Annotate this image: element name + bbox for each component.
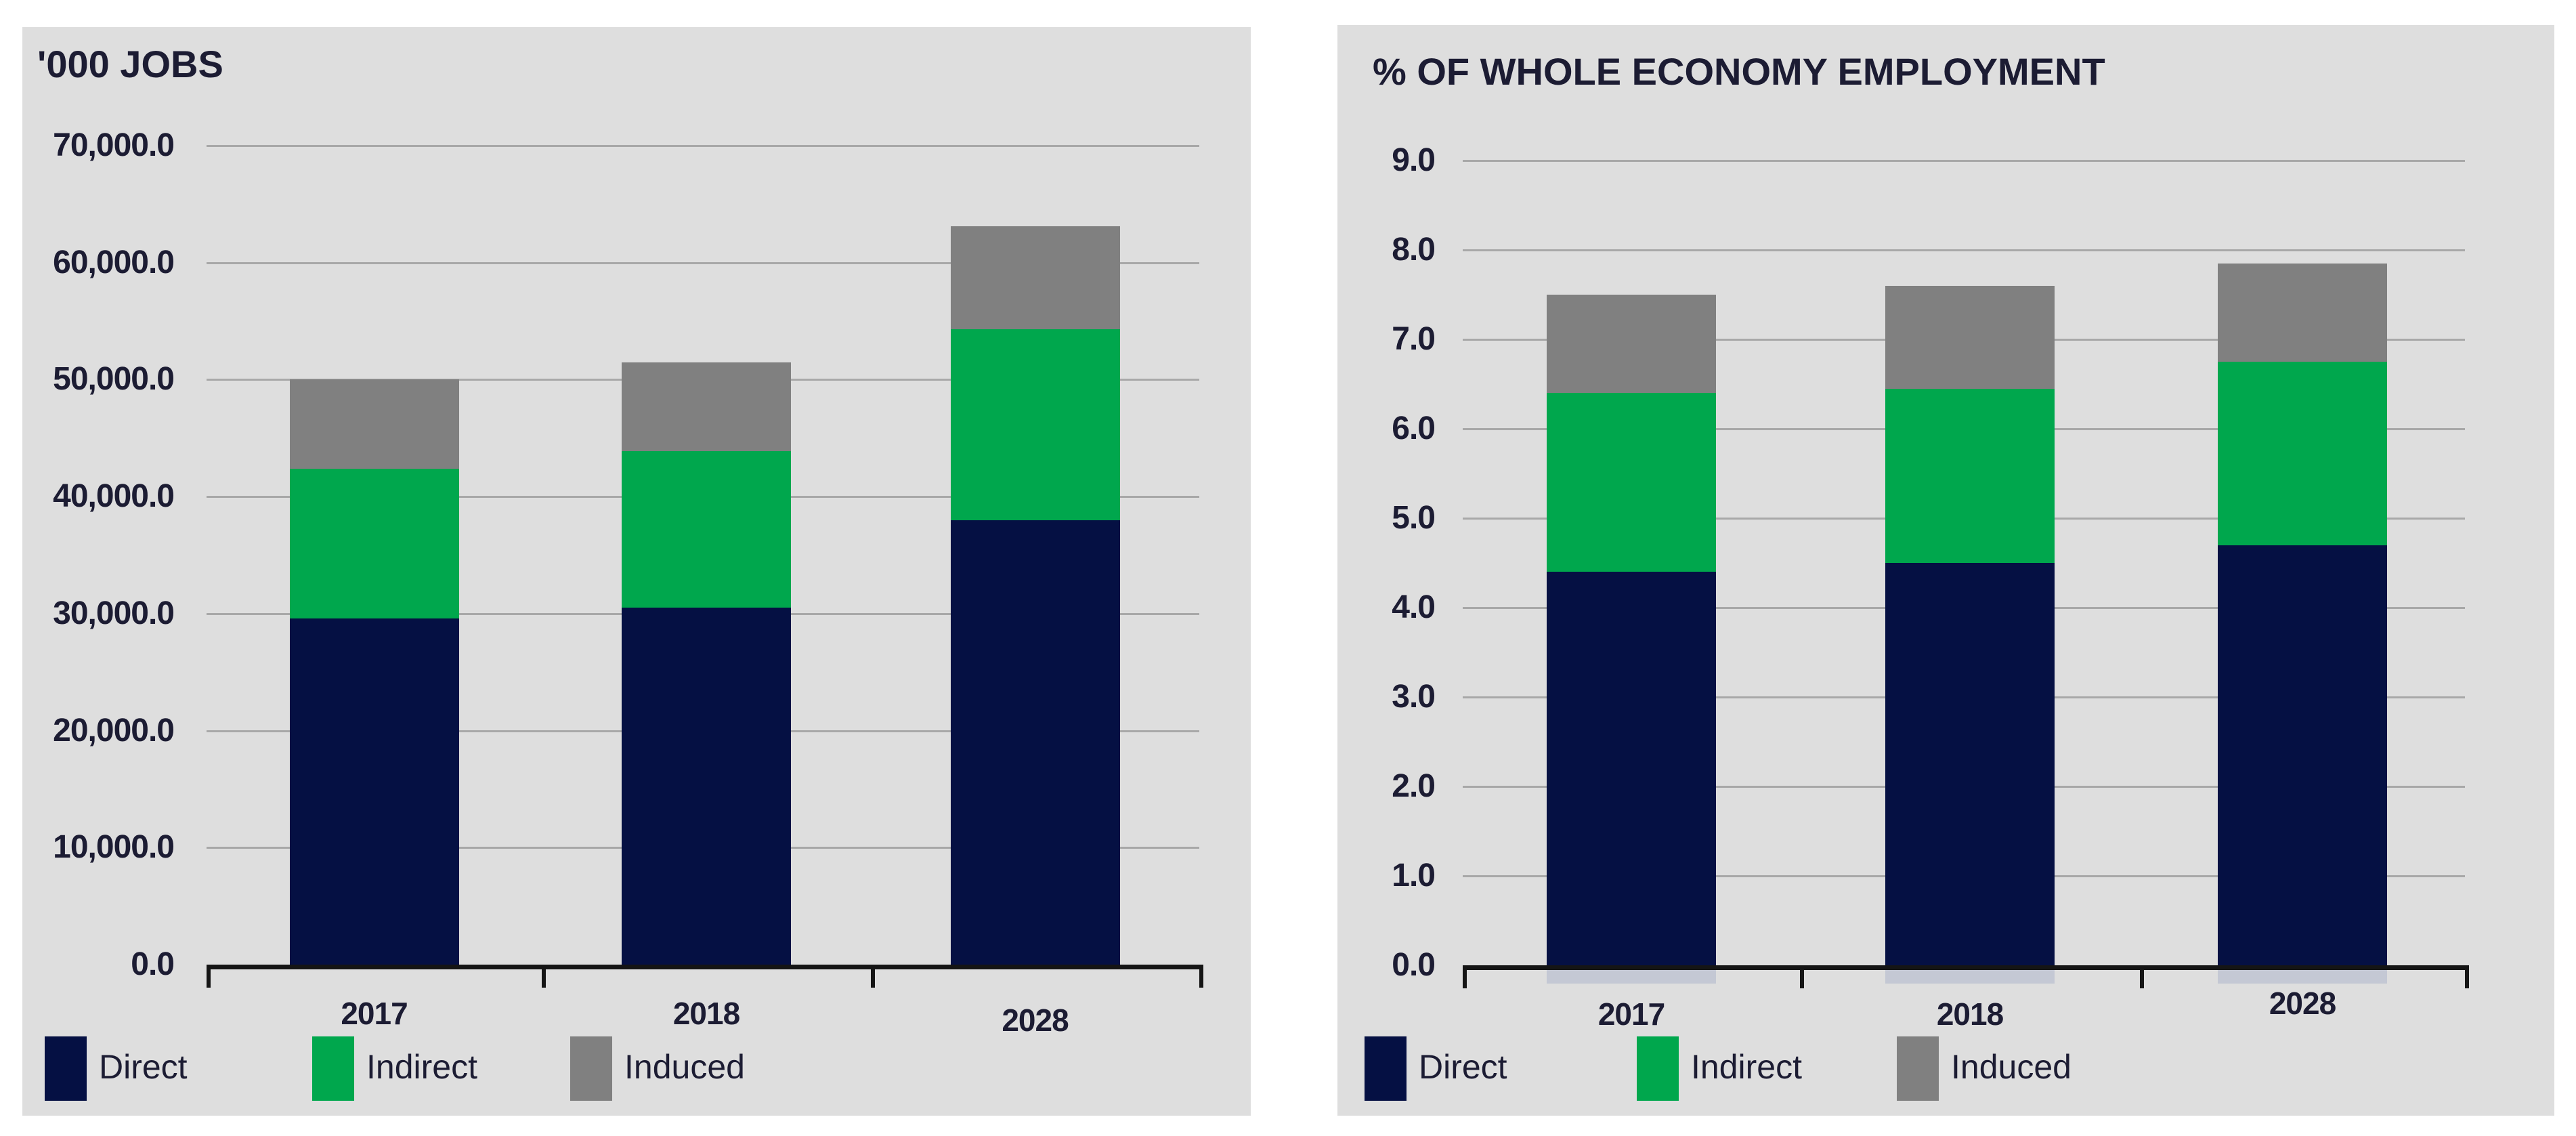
jobs-y-axis-label: 20,000.0 [53, 712, 175, 749]
share-x-axis-tick [1800, 965, 1804, 988]
jobs-y-axis-label: 40,000.0 [53, 478, 175, 515]
jobs-bar-segment-direct-2018 [622, 608, 791, 965]
share-x-axis-label-2018: 2018 [1936, 996, 2004, 1032]
jobs-legend-swatch-indirect [312, 1036, 354, 1101]
jobs-bar-segment-indirect-2017 [289, 468, 459, 618]
share-y-axis-label: 3.0 [1392, 679, 1436, 715]
jobs-x-axis-tick [207, 965, 211, 988]
jobs-x-axis-label-2018: 2018 [672, 996, 740, 1031]
jobs-chart-panel: '000 JOBS 70,000.0 60,000.0 50,000.0 40,000… [22, 27, 1251, 1116]
share-x-axis-label-2028: 2028 [2269, 986, 2336, 1021]
jobs-x-axis-line [207, 965, 1203, 969]
share-chart-panel: % OF WHOLE ECONOMY EMPLOYMENT 9.0 8.0 7.0 6… [1337, 25, 2554, 1116]
share-chart-title: % OF WHOLE ECONOMY EMPLOYMENT [1373, 50, 2105, 93]
share-bar-segment-induced-2017 [1547, 295, 1716, 394]
jobs-gridline-70,000.0 [207, 145, 1199, 147]
share-y-axis-label: 7.0 [1392, 321, 1436, 357]
share-y-axis-label: 6.0 [1392, 411, 1436, 446]
share-legend-swatch-direct [1365, 1036, 1407, 1101]
jobs-y-axis-label: 0.0 [131, 946, 175, 982]
share-bar-segment-indirect-2018 [1885, 388, 2055, 563]
share-gridline-9.0 [1463, 160, 2465, 162]
jobs-gridline-60,000.0 [207, 261, 1199, 264]
jobs-bar-segment-induced-2018 [622, 362, 791, 451]
share-bar-segment-induced-2018 [1885, 285, 2055, 389]
jobs-y-axis-label: 60,000.0 [53, 244, 175, 280]
jobs-y-axis-label: 10,000.0 [53, 829, 175, 866]
jobs-x-axis-label-2028: 2028 [1002, 1003, 1069, 1038]
share-legend-swatch-indirect [1637, 1036, 1679, 1101]
share-legend-label-indirect: Indirect [1691, 1048, 1802, 1086]
share-x-axis-line [1463, 965, 2469, 970]
jobs-bar-segment-induced-2017 [289, 379, 459, 469]
share-y-axis-label: 9.0 [1392, 142, 1436, 178]
share-bar-segment-direct-2017 [1547, 572, 1716, 965]
share-legend-label-direct: Direct [1419, 1048, 1507, 1086]
jobs-bar-segment-induced-2028 [950, 226, 1120, 330]
jobs-bar-segment-direct-2028 [950, 520, 1120, 965]
jobs-legend-label-direct: Direct [99, 1048, 188, 1086]
share-bar-underhang-2018 [1885, 970, 2055, 984]
share-legend-swatch-induced [1897, 1036, 1939, 1101]
jobs-x-axis-label-2017: 2017 [341, 996, 408, 1031]
share-bar-segment-indirect-2028 [2218, 362, 2387, 545]
share-bar-underhang-2017 [1547, 970, 1716, 984]
share-bar-segment-direct-2028 [2218, 545, 2387, 965]
jobs-y-axis-label: 70,000.0 [53, 127, 175, 163]
share-y-axis-label: 1.0 [1392, 858, 1436, 893]
share-y-axis-label: 2.0 [1392, 768, 1436, 804]
jobs-x-axis-tick [542, 965, 546, 988]
share-x-axis-tick [2140, 965, 2144, 988]
share-x-axis-tick [2465, 965, 2469, 988]
jobs-legend-label-indirect: Indirect [366, 1048, 477, 1086]
share-legend-label-induced: Induced [1951, 1048, 2071, 1086]
jobs-x-axis-tick [871, 965, 875, 988]
jobs-chart-plot: 70,000.0 60,000.0 50,000.0 40,000.0 30,000.0… [22, 27, 1251, 1116]
share-gridline-8.0 [1463, 249, 2465, 251]
jobs-x-axis-tick [1199, 965, 1203, 988]
share-y-axis-label: 0.0 [1392, 947, 1436, 983]
share-y-axis-label: 8.0 [1392, 232, 1436, 268]
jobs-legend-label-induced: Induced [624, 1048, 745, 1086]
share-bar-segment-indirect-2017 [1547, 393, 1716, 572]
jobs-legend-swatch-direct [45, 1036, 87, 1101]
jobs-bar-segment-indirect-2018 [622, 450, 791, 608]
share-bar-underhang-2028 [2218, 970, 2387, 984]
share-bar-segment-direct-2018 [1885, 563, 2055, 965]
share-bar-segment-induced-2028 [2218, 263, 2387, 362]
jobs-legend-swatch-induced [570, 1036, 612, 1101]
share-y-axis-label: 5.0 [1392, 500, 1436, 536]
jobs-y-axis-label: 30,000.0 [53, 595, 175, 631]
jobs-y-axis-label: 50,000.0 [53, 361, 175, 398]
share-y-axis-label: 4.0 [1392, 589, 1436, 625]
jobs-chart-title: '000 JOBS [37, 43, 223, 85]
jobs-bar-segment-direct-2017 [289, 618, 459, 965]
jobs-bar-segment-indirect-2028 [950, 329, 1120, 520]
share-x-axis-label-2017: 2017 [1597, 996, 1665, 1032]
share-chart-plot: 9.0 8.0 7.0 6.0 5.0 4.0 3.0 2.0 1.0 0.0 2017 2018 20… [1337, 25, 2554, 1116]
share-x-axis-tick [1463, 965, 1467, 988]
